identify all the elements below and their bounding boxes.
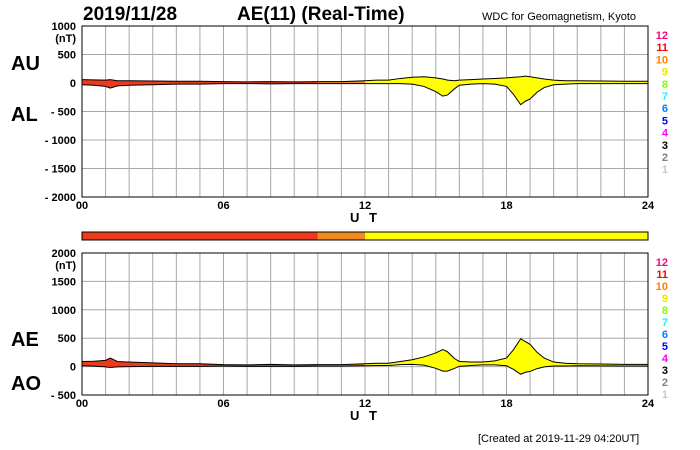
station-bar-segment <box>317 232 365 240</box>
station-count-label: 10 <box>656 281 668 293</box>
x-tick-label: 12 <box>359 200 371 212</box>
station-count-label: 7 <box>662 91 668 103</box>
x-tick-label: 24 <box>642 200 655 212</box>
station-count-label: 3 <box>662 365 668 377</box>
series-line-au <box>81 75 648 83</box>
date-label: 2019/11/28 <box>83 4 178 25</box>
station-count-label: 10 <box>656 54 668 66</box>
y-tick-label: - 1000 <box>45 135 76 147</box>
station-count-label: 5 <box>662 115 668 127</box>
y-tick-label: - 500 <box>51 390 76 402</box>
plot-frame <box>81 252 649 396</box>
station-count-label: 6 <box>662 329 668 341</box>
series-line-al <box>81 83 648 106</box>
station-count-label: 2 <box>662 377 668 389</box>
y-tick-label: 1500 <box>52 276 76 288</box>
station-count-label: 7 <box>662 317 668 329</box>
y-tick-label: 0 <box>70 362 76 374</box>
y-tick-label: 2000 <box>52 248 76 260</box>
x-tick-label: 18 <box>500 200 512 212</box>
x-axis-title: U T <box>350 210 380 225</box>
page-title: AE(11) (Real-Time) <box>237 4 405 25</box>
x-axis-title: U T <box>350 408 380 423</box>
x-tick-label: 00 <box>76 398 88 410</box>
series-line-ao <box>81 363 648 375</box>
au-al-panel: 1000 500 0 - 500 - 1000 - 1500 - 2000 (nT) 00 06 1… <box>45 21 669 225</box>
y-tick-label: - 1500 <box>45 164 76 176</box>
plot-frame <box>81 25 649 198</box>
station-bar-segment <box>82 232 318 240</box>
x-tick-label: 06 <box>217 398 229 410</box>
y-tick-label: 500 <box>58 333 76 345</box>
station-count-label: 11 <box>656 269 668 281</box>
y-tick-label: 1000 <box>52 21 76 33</box>
station-count-label: 9 <box>662 293 668 305</box>
station-count-bar <box>81 231 649 241</box>
station-count-label: 3 <box>662 140 668 152</box>
station-count-label: 8 <box>662 79 668 91</box>
ae-panel-label: AE <box>11 329 39 351</box>
x-tick-label: 00 <box>76 200 88 212</box>
station-count-label: 9 <box>662 67 668 79</box>
station-count-label: 1 <box>662 164 668 176</box>
data-source-label: WDC for Geomagnetism, Kyoto <box>482 11 637 23</box>
station-count-label: 6 <box>662 103 668 115</box>
y-tick-label: - 2000 <box>45 192 76 204</box>
y-tick-label: - 500 <box>51 107 76 119</box>
al-panel-label: AL <box>11 104 38 126</box>
ao-panel-label: AO <box>11 373 41 395</box>
station-count-label: 2 <box>662 152 668 164</box>
station-count-label: 12 <box>656 30 668 42</box>
station-bar-segment <box>365 232 648 240</box>
station-count-label: 1 <box>662 389 668 401</box>
station-count-label: 5 <box>662 341 668 353</box>
x-tick-label: 12 <box>359 398 371 410</box>
series-line-ae <box>81 338 648 366</box>
station-count-label: 8 <box>662 305 668 317</box>
station-bar-frame <box>81 231 649 241</box>
y-tick-label: 500 <box>58 50 76 62</box>
station-count-label: 4 <box>662 353 669 365</box>
x-tick-label: 24 <box>642 398 655 410</box>
y-tick-label: 0 <box>70 78 76 90</box>
station-count-label: 11 <box>656 42 668 54</box>
station-count-label: 12 <box>656 257 668 269</box>
station-count-label: 4 <box>662 128 669 140</box>
x-tick-label: 18 <box>500 398 512 410</box>
unit-label: (nT) <box>55 33 76 45</box>
unit-label: (nT) <box>55 260 76 272</box>
y-tick-label: 1000 <box>52 305 76 317</box>
au-panel-label: AU <box>11 53 40 75</box>
created-timestamp: [Created at 2019-11-29 04:20UT] <box>478 433 640 445</box>
x-tick-label: 06 <box>217 200 229 212</box>
